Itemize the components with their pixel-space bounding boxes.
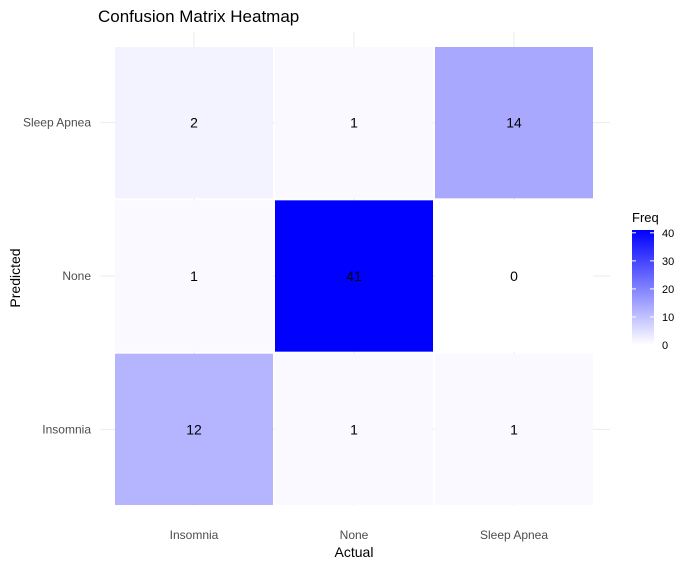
cell-none-vs-sleep-apnea bbox=[275, 47, 433, 199]
y-tick-none: None bbox=[62, 269, 91, 283]
cell-sleep-apnea-vs-none bbox=[435, 200, 593, 352]
cell-insomnia-vs-insomnia bbox=[115, 353, 273, 505]
cell-none-vs-insomnia bbox=[275, 353, 433, 505]
cell-insomnia-vs-sleep-apnea bbox=[115, 47, 273, 199]
legend-colorbar bbox=[632, 230, 654, 345]
chart-title: Confusion Matrix Heatmap bbox=[98, 7, 299, 26]
cell-labels: 2 1 14 1 41 0 12 1 1 bbox=[186, 115, 522, 438]
cell-sleep-apnea-vs-none-label: 0 bbox=[510, 268, 518, 284]
x-axis-ticks: Insomnia None Sleep Apnea bbox=[170, 528, 549, 542]
x-tick-none: None bbox=[340, 528, 369, 542]
y-tick-sleep-apnea: Sleep Apnea bbox=[23, 116, 91, 130]
legend-tick-0: 0 bbox=[662, 340, 668, 352]
legend-tick-40: 40 bbox=[662, 228, 674, 240]
x-axis-title: Actual bbox=[335, 544, 374, 560]
legend-tick-30: 30 bbox=[662, 256, 674, 268]
cell-sleep-apnea-vs-insomnia-label: 1 bbox=[510, 421, 518, 437]
cell-insomnia-vs-sleep-apnea-label: 2 bbox=[190, 115, 198, 131]
cell-none-vs-none bbox=[275, 200, 433, 352]
legend-tick-10: 10 bbox=[662, 312, 674, 324]
y-axis-title: Predicted bbox=[7, 248, 23, 307]
color-legend: Freq 0 10 20 30 40 bbox=[632, 210, 674, 352]
cell-insomnia-vs-none bbox=[115, 200, 273, 352]
cell-none-vs-none-label: 41 bbox=[346, 268, 362, 284]
legend-tick-20: 20 bbox=[662, 284, 674, 296]
legend-title: Freq bbox=[632, 210, 659, 225]
y-axis-ticks: Insomnia None Sleep Apnea bbox=[23, 116, 91, 437]
x-tick-sleep-apnea: Sleep Apnea bbox=[480, 528, 548, 542]
cell-sleep-apnea-vs-sleep-apnea-label: 14 bbox=[506, 115, 522, 131]
cell-none-vs-insomnia-label: 1 bbox=[350, 421, 358, 437]
cell-none-vs-sleep-apnea-label: 1 bbox=[350, 115, 358, 131]
cell-insomnia-vs-none-label: 1 bbox=[190, 268, 198, 284]
cell-insomnia-vs-insomnia-label: 12 bbox=[186, 421, 202, 437]
heatmap-cells bbox=[115, 47, 593, 505]
x-tick-insomnia: Insomnia bbox=[170, 528, 219, 542]
y-tick-insomnia: Insomnia bbox=[42, 422, 91, 436]
cell-sleep-apnea-vs-insomnia bbox=[435, 353, 593, 505]
cell-sleep-apnea-vs-sleep-apnea bbox=[435, 47, 593, 199]
